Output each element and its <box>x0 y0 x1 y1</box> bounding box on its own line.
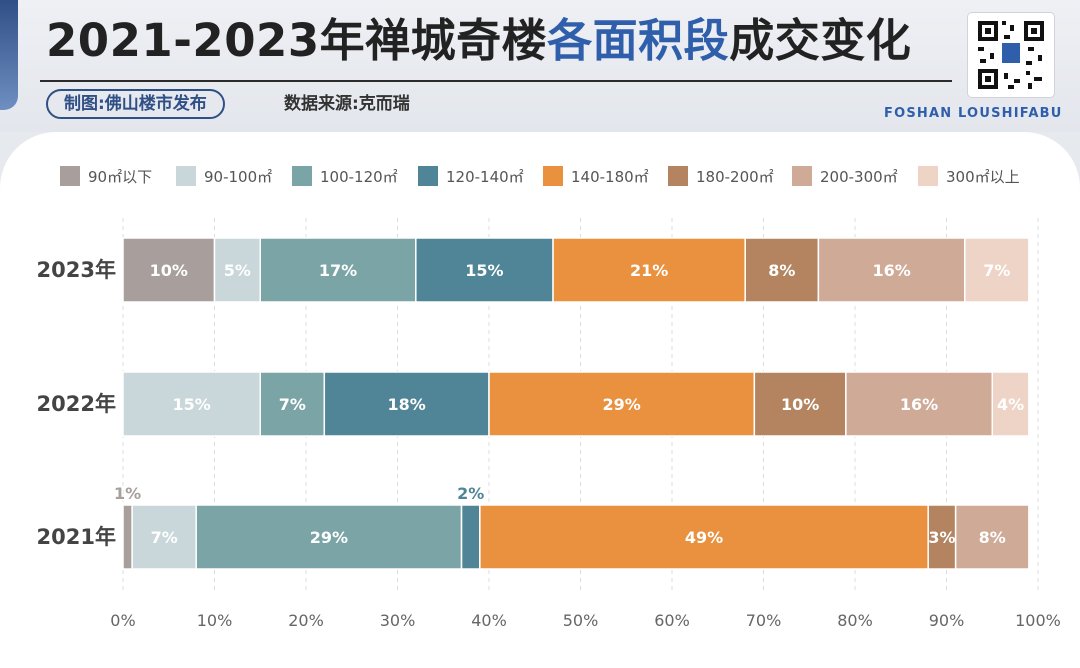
y-axis-label: 2023年 <box>37 258 116 282</box>
bar-segment <box>927 504 957 570</box>
header: 2021-2023年禅城奇楼各面积段成交变化 制图:佛山楼市发布 数据来源:克而… <box>0 0 1080 132</box>
bar-segment <box>479 504 929 570</box>
data-label: 29% <box>310 528 348 547</box>
x-axis-ticks: 0% 10% 20% 30% 40% 50% 60% 70% 80% 90% 100% <box>110 611 1061 630</box>
x-tick-label: 50% <box>563 611 599 630</box>
legend-label: 90-100㎡ <box>204 168 272 186</box>
bar-segment <box>122 504 133 570</box>
legend-item: 100-120㎡ <box>292 166 398 186</box>
legend-swatch <box>543 166 563 186</box>
legend-item: 90㎡以下 <box>60 166 152 186</box>
page-title: 2021-2023年禅城奇楼各面积段成交变化 <box>46 6 911 76</box>
data-label: 7% <box>279 395 306 414</box>
x-tick-label: 80% <box>837 611 873 630</box>
x-tick-label: 0% <box>110 611 135 630</box>
data-label: 1% <box>114 484 141 503</box>
data-label: 29% <box>603 395 641 414</box>
data-source: 数据来源:克而瑞 <box>284 94 410 114</box>
bar-segment <box>817 237 966 303</box>
legend-label: 200-300㎡ <box>820 168 898 186</box>
y-axis-label: 2021年 <box>37 525 116 549</box>
legend-item: 90-100㎡ <box>176 166 272 186</box>
legend-swatch <box>292 166 312 186</box>
legend-item: 180-200㎡ <box>668 166 774 186</box>
title-suffix: 成交变化 <box>729 14 912 67</box>
legend-item: 120-140㎡ <box>418 166 524 186</box>
legend-label: 300㎡以上 <box>946 168 1020 186</box>
data-label: 16% <box>872 261 910 280</box>
bar-segment <box>845 371 993 437</box>
bar-segment <box>460 504 481 570</box>
data-label: 15% <box>172 395 210 414</box>
bar-segment <box>954 504 1030 570</box>
title-underline <box>40 80 952 82</box>
legend-swatch <box>60 166 80 186</box>
legend-label: 100-120㎡ <box>320 168 398 186</box>
bar-segment <box>131 504 197 570</box>
bar-segment <box>323 371 490 437</box>
data-label: 16% <box>900 395 938 414</box>
chart-bars: 10% 5% 17% 15% 21% 8% 16% 7% 15% 7% 18% 29% 10% 16% 4%… <box>112 237 1030 570</box>
credit-badge: 制图:佛山楼市发布 <box>46 89 225 119</box>
data-label: 17% <box>319 261 357 280</box>
qr-code-icon <box>968 13 1054 97</box>
chart-legend: 90㎡以下 90-100㎡ 100-120㎡ 120-140㎡ 140-180㎡ 180-… <box>60 166 1020 186</box>
data-label: 10% <box>150 261 188 280</box>
legend-swatch <box>792 166 812 186</box>
x-tick-label: 100% <box>1015 611 1061 630</box>
bar-segment <box>195 504 463 570</box>
legend-label: 90㎡以下 <box>88 168 152 186</box>
title-highlight: 各面积段 <box>547 14 730 67</box>
title-prefix: 2021-2023年禅城奇楼 <box>46 14 548 67</box>
legend-swatch <box>918 166 938 186</box>
y-axis-label: 2022年 <box>37 392 116 416</box>
data-label: 8% <box>768 261 795 280</box>
x-tick-label: 30% <box>380 611 416 630</box>
x-tick-label: 20% <box>288 611 324 630</box>
legend-swatch <box>176 166 196 186</box>
legend-label: 120-140㎡ <box>446 168 524 186</box>
brand-text: FOSHAN LOUSHIFABU <box>884 106 1063 121</box>
data-label: 49% <box>685 528 723 547</box>
bar-segment <box>259 237 417 303</box>
data-label: 3% <box>928 528 955 547</box>
bar-segment <box>122 237 216 303</box>
bar-segment <box>415 237 554 303</box>
data-label: 7% <box>983 261 1010 280</box>
data-label: 15% <box>465 261 503 280</box>
data-label: 10% <box>781 395 819 414</box>
data-label: 7% <box>151 528 178 547</box>
bar-segment <box>991 371 1030 437</box>
x-tick-label: 90% <box>929 611 965 630</box>
legend-swatch <box>668 166 688 186</box>
bar-segment <box>552 237 746 303</box>
legend-label: 180-200㎡ <box>696 168 774 186</box>
header-accent-bar <box>0 0 18 110</box>
x-tick-label: 40% <box>471 611 507 630</box>
x-tick-label: 70% <box>746 611 782 630</box>
data-label: 4% <box>997 395 1024 414</box>
data-label: 8% <box>979 528 1006 547</box>
data-label: 2% <box>457 484 484 503</box>
x-tick-label: 10% <box>197 611 233 630</box>
legend-item: 140-180㎡ <box>543 166 649 186</box>
legend-swatch <box>418 166 438 186</box>
legend-label: 140-180㎡ <box>571 168 649 186</box>
x-tick-label: 60% <box>654 611 690 630</box>
legend-item: 200-300㎡ <box>792 166 898 186</box>
data-label: 21% <box>630 261 668 280</box>
data-label: 5% <box>224 261 251 280</box>
chart-card: 90㎡以下 90-100㎡ 100-120㎡ 120-140㎡ 140-180㎡ 180-… <box>0 132 1080 668</box>
data-label: 18% <box>388 395 426 414</box>
legend-item: 300㎡以上 <box>918 166 1020 186</box>
stacked-bar-chart: 90㎡以下 90-100㎡ 100-120㎡ 120-140㎡ 140-180㎡ 180-… <box>37 166 1061 630</box>
bar-segment <box>122 371 261 437</box>
bar-segment <box>964 237 1030 303</box>
bar-segment <box>753 371 847 437</box>
y-axis-labels: 2023年 2022年 2021年 <box>37 258 116 549</box>
